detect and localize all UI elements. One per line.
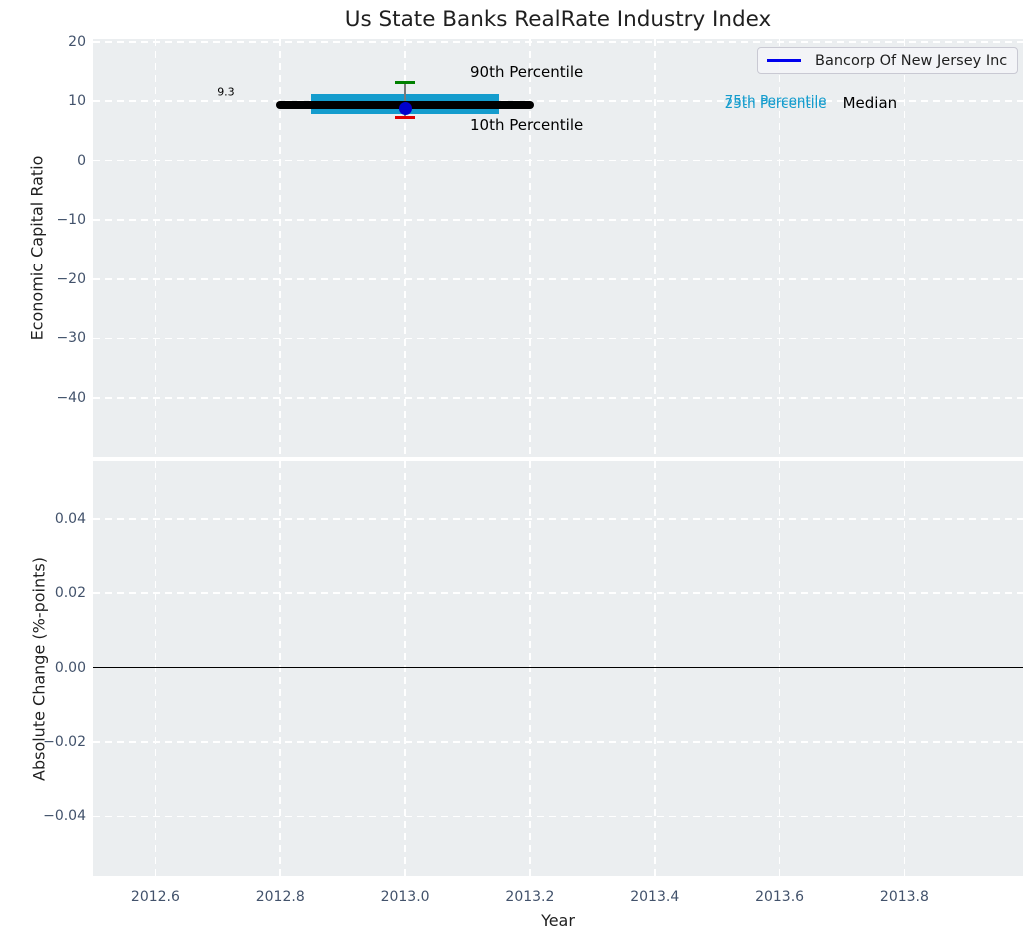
gridline-v [778, 39, 781, 457]
y-tick-label: −0.02 [43, 734, 86, 750]
gridline-h [93, 396, 1023, 399]
gridline-v [529, 39, 531, 457]
gridline-v [154, 461, 157, 876]
legend: Bancorp Of New Jersey Inc [757, 47, 1018, 74]
gridline-h [93, 159, 1023, 162]
y-tick-label: −0.04 [43, 808, 86, 825]
company-point [398, 101, 412, 115]
annotation-p10-label: 10th Percentile [469, 115, 584, 134]
x-axis-label: Year [541, 911, 575, 930]
gridline-h [93, 815, 1023, 818]
gridline-h [93, 517, 1023, 520]
x-tick-label: 2013.2 [505, 889, 555, 905]
chart-title: Us State Banks RealRate Industry Index [344, 7, 772, 32]
gridline-v [903, 461, 906, 876]
y-tick-label: −20 [56, 271, 86, 288]
gridline-h [93, 218, 1023, 221]
annotation-p75-label: 75th Percentile [724, 93, 827, 110]
gridline-v [279, 461, 282, 876]
gridline-v [653, 39, 656, 457]
y-tick-label: 0.04 [54, 510, 86, 527]
p10-whisker [395, 115, 416, 119]
gridline-h [93, 41, 1023, 43]
y-tick-label: 0.02 [54, 585, 86, 602]
y-tick-label: 0.00 [54, 659, 86, 676]
gridline-h [93, 592, 1023, 594]
zero-line [93, 666, 1023, 669]
y-tick-label: −40 [56, 389, 86, 406]
annotation-value-label: 9.3 [217, 85, 235, 99]
gridline-v [529, 461, 531, 876]
gridline-h [93, 741, 1023, 743]
gridline-v [404, 39, 406, 457]
y-tick-label: 10 [68, 93, 86, 110]
top-panel-plot-area: 9.3 90th Percentile 10th Percentile 75th Pe… [93, 39, 1023, 457]
whisker-center-line [404, 82, 406, 118]
gridline-h [93, 337, 1023, 340]
legend-line-swatch [767, 59, 801, 62]
annotation-p90-label: 90th Percentile [469, 63, 584, 82]
y-tick-label: 20 [68, 33, 86, 50]
gridline-v [404, 461, 406, 876]
gridline-h [93, 278, 1023, 280]
annotation-p25-label: 25th Percentile [724, 95, 827, 112]
gridline-v [279, 39, 282, 457]
y-tick-label: −10 [56, 211, 86, 228]
gridline-v [778, 461, 781, 876]
p90-whisker [395, 80, 416, 84]
x-tick-label: 2013.6 [755, 889, 805, 905]
y-axis-label-top: Economic Capital Ratio [27, 155, 47, 341]
y-tick-label: −30 [56, 330, 86, 347]
annotation-median-label: Median [842, 94, 898, 113]
gridline-h [93, 100, 1023, 103]
bottom-panel-plot-area [93, 461, 1023, 876]
x-tick-label: 2013.4 [630, 889, 680, 905]
x-tick-label: 2013.0 [380, 889, 430, 905]
gridline-v [154, 39, 157, 457]
y-tick-label: 0 [77, 152, 86, 169]
gridline-v [903, 39, 906, 457]
gridline-v [653, 461, 656, 876]
legend-label: Bancorp Of New Jersey Inc [815, 52, 1008, 69]
x-tick-label: 2012.6 [130, 889, 180, 905]
x-tick-label: 2013.8 [879, 889, 929, 905]
x-tick-label: 2012.8 [255, 889, 305, 905]
